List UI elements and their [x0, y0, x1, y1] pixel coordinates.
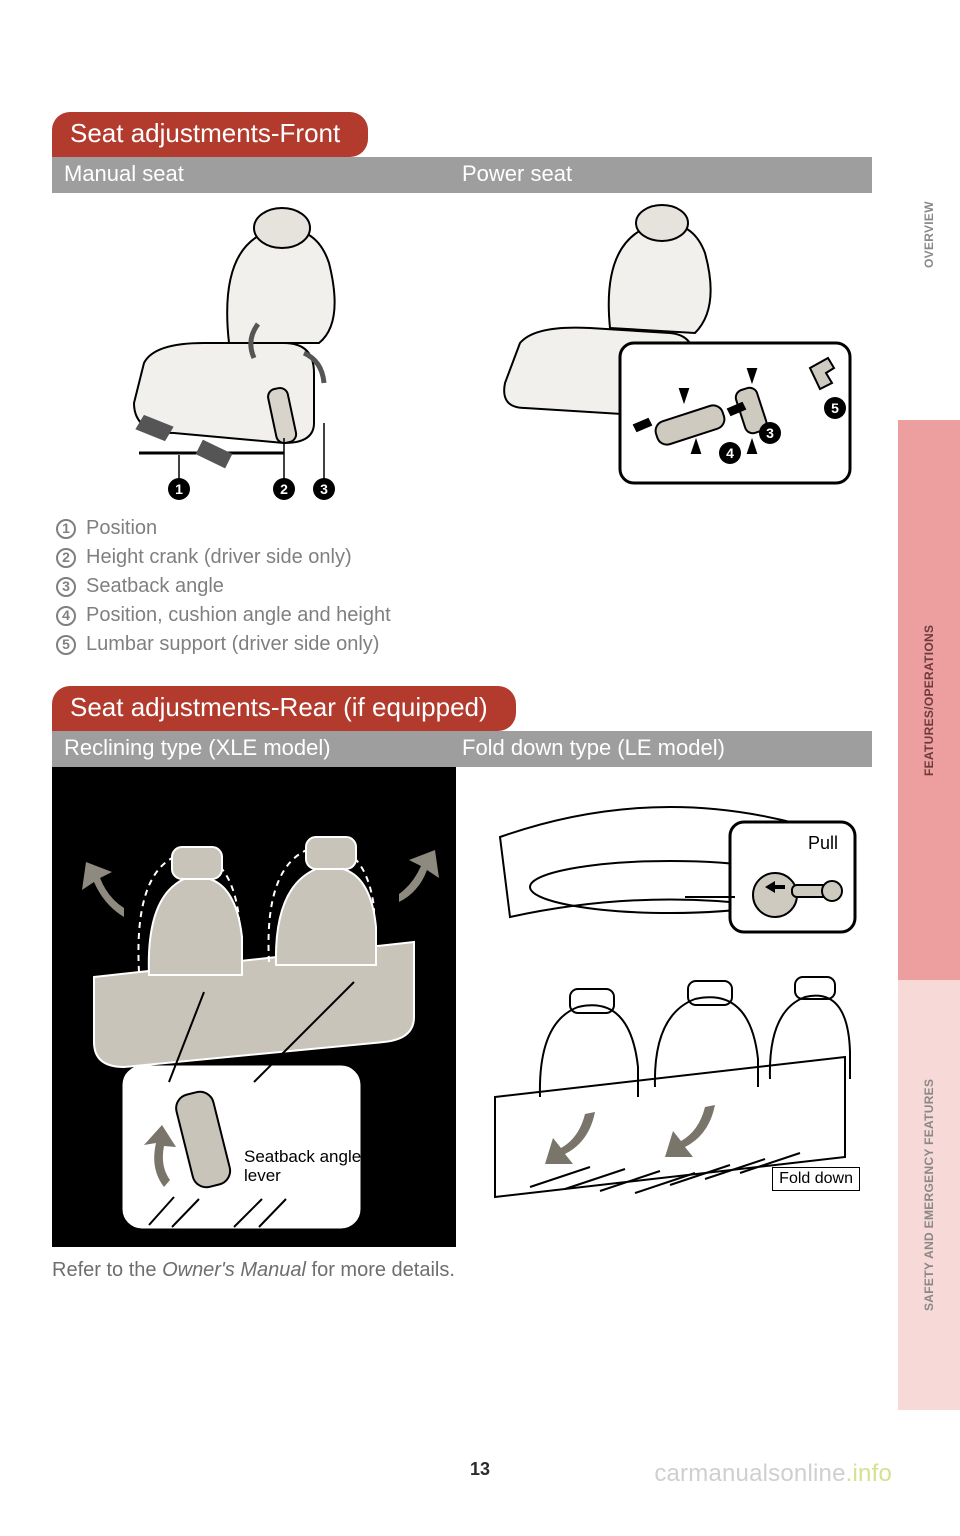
- watermark-suffix: .info: [846, 1460, 892, 1487]
- svg-text:lever: lever: [244, 1166, 281, 1185]
- fold-label: Fold down type (LE model): [462, 735, 860, 761]
- legend-row: 1 Position: [56, 515, 872, 542]
- legend-text: Height crank (driver side only): [86, 544, 352, 571]
- rear-subtitle-bar: Reclining type (XLE model) Fold down typ…: [52, 731, 872, 767]
- front-subtitle-bar: Manual seat Power seat: [52, 157, 872, 193]
- reclining-diagram: Seatback angle lever lever: [52, 767, 456, 1247]
- watermark: carmanualsonline.info: [654, 1460, 892, 1488]
- manual-seat-label: Manual seat: [64, 161, 462, 187]
- reclining-label: Reclining type (XLE model): [64, 735, 462, 761]
- legend-row: 5 Lumbar support (driver side only): [56, 631, 872, 658]
- power-seat-label: Power seat: [462, 161, 860, 187]
- bullet-icon: 5: [56, 635, 76, 655]
- tab-features: FEATURES/OPERATIONS: [898, 420, 960, 980]
- power-seat-diagram: 3 4 5: [468, 193, 872, 503]
- footnote: Refer to the Owner's Manual for more det…: [52, 1259, 872, 1282]
- section-title-rear: Seat adjustments-Rear (if equipped): [52, 686, 516, 731]
- legend-text: Position: [86, 515, 157, 542]
- svg-text:3: 3: [320, 481, 328, 497]
- front-diagrams: 1 2 3: [52, 193, 872, 503]
- manual-seat-diagram: 1 2 3: [52, 193, 456, 503]
- watermark-main: carmanualsonline: [654, 1460, 845, 1487]
- rear-diagrams: Seatback angle lever lever Pull: [52, 767, 872, 1247]
- pull-label: Pull: [808, 833, 838, 853]
- seatback-lever-label: Seatback angle lever: [244, 1147, 403, 1166]
- footnote-prefix: Refer to the: [52, 1259, 162, 1281]
- svg-text:5: 5: [831, 400, 839, 416]
- svg-text:2: 2: [280, 481, 288, 497]
- legend-row: 4 Position, cushion angle and height: [56, 602, 872, 629]
- svg-text:3: 3: [766, 425, 774, 441]
- legend-text: Position, cushion angle and height: [86, 602, 391, 629]
- legend-row: 3 Seatback angle: [56, 573, 872, 600]
- tab-overview: OVERVIEW: [898, 50, 960, 420]
- section-title-front: Seat adjustments-Front: [52, 112, 368, 157]
- legend-text: Lumbar support (driver side only): [86, 631, 379, 658]
- svg-text:4: 4: [726, 445, 734, 461]
- side-tabs: OVERVIEW FEATURES/OPERATIONS SAFETY AND …: [898, 50, 960, 1450]
- tab-safety: SAFETY AND EMERGENCY FEATURES: [898, 980, 960, 1410]
- footnote-italic: Owner's Manual: [162, 1259, 306, 1281]
- bullet-icon: 3: [56, 577, 76, 597]
- bullet-icon: 1: [56, 519, 76, 539]
- fold-down-diagram: Pull: [468, 767, 872, 1247]
- bullet-icon: 2: [56, 548, 76, 568]
- bullet-icon: 4: [56, 606, 76, 626]
- page-number: 13: [470, 1459, 490, 1480]
- page-content: Seat adjustments-Front Manual seat Power…: [52, 0, 872, 1536]
- front-legend: 1 Position 2 Height crank (driver side onl…: [56, 515, 872, 658]
- svg-text:1: 1: [175, 481, 183, 497]
- legend-text: Seatback angle: [86, 573, 224, 600]
- fold-down-label: Fold down: [772, 1167, 860, 1191]
- legend-row: 2 Height crank (driver side only): [56, 544, 872, 571]
- footnote-suffix: for more details.: [306, 1259, 455, 1281]
